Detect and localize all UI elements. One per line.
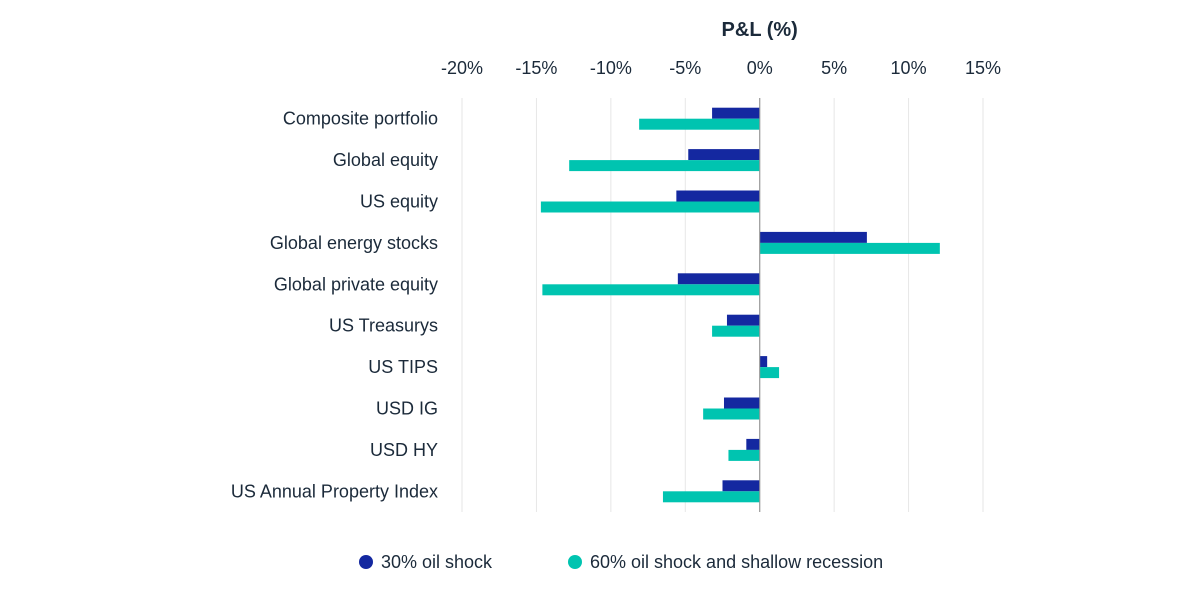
category-label: US TIPS [368,357,438,377]
legend-marker [568,555,582,569]
x-axis-title: P&L (%) [722,19,798,41]
bar-series-2 [712,325,760,337]
category-label: USD HY [370,440,438,460]
axes: P&L (%) [722,19,798,512]
x-tick-label: 0% [747,58,773,78]
x-tick-label: -5% [669,58,701,78]
bar-series-1 [676,190,760,202]
x-tick-labels: -20% -15% -10% -5% 0% 5% 10% 15% [441,58,1001,78]
bar-series-1 [688,149,760,161]
category-label: Global private equity [274,274,438,294]
x-tick-label: 10% [891,58,927,78]
bar-series-1 [723,397,760,409]
legend-marker [359,555,373,569]
category-label: USD IG [376,399,438,419]
category-label: US equity [360,192,438,212]
bar-series-1 [746,438,760,450]
bar-series-2 [540,201,760,213]
x-tick-label: -15% [515,58,557,78]
bar-series-2 [569,160,760,172]
category-label: Composite portfolio [283,109,438,129]
legend-label: 60% oil shock and shallow recession [590,552,883,572]
category-label: Global equity [333,150,438,170]
bar-series-2 [639,118,760,130]
x-tick-label: 5% [821,58,847,78]
bar-series-1 [712,107,760,119]
bar-series-2 [759,242,940,254]
x-tick-label: -20% [441,58,483,78]
category-label: US Treasurys [329,316,438,336]
bar-series-1 [722,480,760,492]
legend: 30% oil shock 60% oil shock and shallow r… [359,552,883,572]
category-labels: Composite portfolio Global equity US equit… [231,109,438,502]
bar-series-2 [759,367,780,379]
bar-series-1 [759,356,768,368]
bar-series-2 [662,491,760,503]
bar-series-1 [726,314,760,326]
bar-series-1 [677,273,760,285]
category-label: Global energy stocks [270,233,438,253]
bar-series-2 [728,449,760,461]
bar-series-2 [703,408,760,420]
x-tick-label: -10% [590,58,632,78]
bar-series-1 [759,231,867,243]
legend-label: 30% oil shock [381,552,493,572]
x-tick-label: 15% [965,58,1001,78]
bar-series-2 [542,284,760,296]
bars [540,107,940,503]
category-label: US Annual Property Index [231,481,438,501]
